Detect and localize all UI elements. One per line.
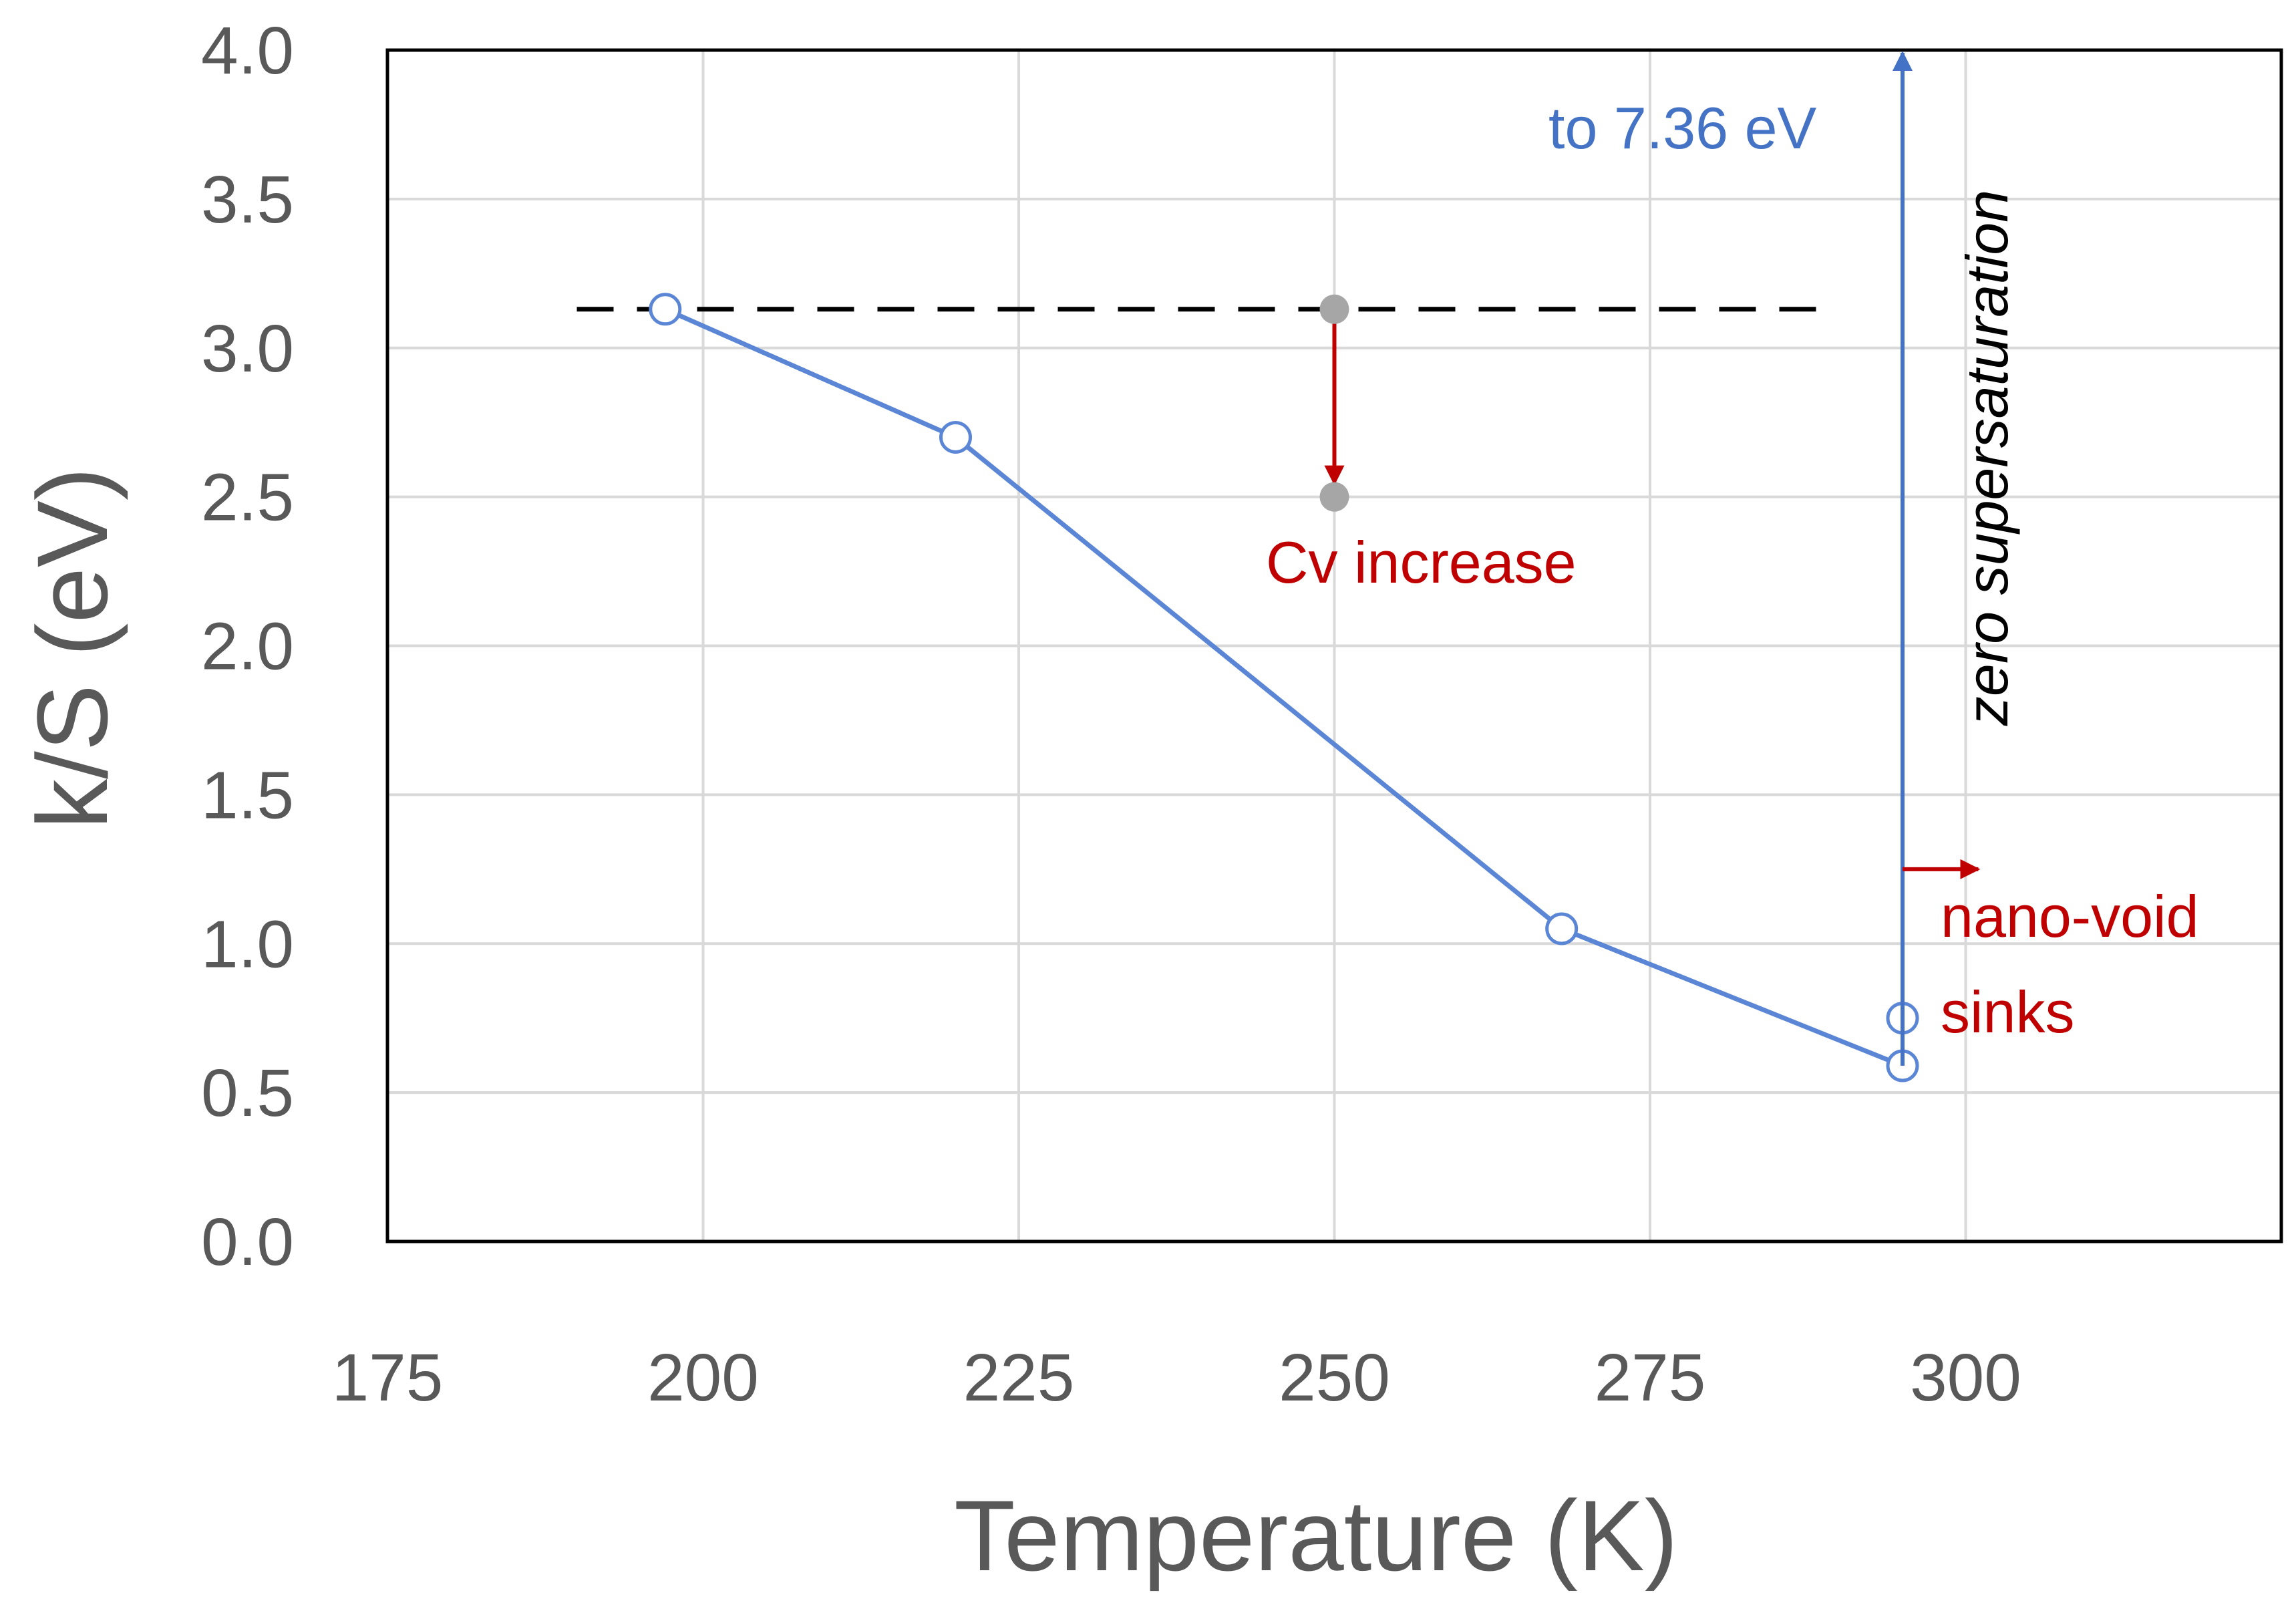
y-tick-label: 0.0 [201, 1205, 294, 1280]
x-tick-label: 300 [1910, 1340, 2021, 1415]
x-tick-label: 200 [647, 1340, 759, 1415]
data-point [1545, 912, 1579, 945]
annotation-zero-supersaturation: zero supersaturation [1954, 190, 2020, 726]
data-point [649, 293, 682, 326]
y-tick-label: 3.5 [201, 162, 294, 237]
y-tick-label: 2.5 [201, 460, 294, 535]
annotation-cv-increase: Cv increase [1266, 529, 1577, 595]
plot-frame [385, 48, 2283, 1243]
y-tick-label: 0.5 [201, 1056, 294, 1131]
y-tick-label: 2.0 [201, 609, 294, 684]
x-tick-label: 175 [332, 1340, 444, 1415]
series-layer [649, 293, 1919, 1082]
y-tick-labels: 0.0 0.5 1.0 1.5 2.0 2.5 3.0 3.5 4.0 [201, 13, 294, 1280]
y-tick-label: 1.5 [201, 758, 294, 833]
y-tick-label: 4.0 [201, 13, 294, 88]
x-tick-label: 225 [963, 1340, 1075, 1415]
annotation-nano-void: nano-void [1941, 883, 2199, 949]
annotation-to-7-36-ev: to 7.36 eV [1548, 95, 1817, 161]
y-tick-label: 3.0 [201, 311, 294, 386]
series-line [664, 307, 1904, 1068]
x-tick-label: 250 [1279, 1340, 1390, 1415]
annotation-sinks: sinks [1941, 979, 2075, 1045]
cv-end-point [1319, 482, 1349, 512]
y-tick-label: 1.0 [201, 907, 294, 982]
x-tick-labels: 175 200 225 250 275 300 [332, 1340, 2021, 1415]
x-axis-title: Temperature (K) [954, 1479, 1678, 1592]
data-point [939, 420, 972, 454]
annotation-layer [1319, 51, 1981, 1066]
x-tick-label: 275 [1595, 1340, 1706, 1415]
cv-start-point [1319, 294, 1349, 324]
y-axis-title: k/S (eV) [16, 467, 128, 829]
